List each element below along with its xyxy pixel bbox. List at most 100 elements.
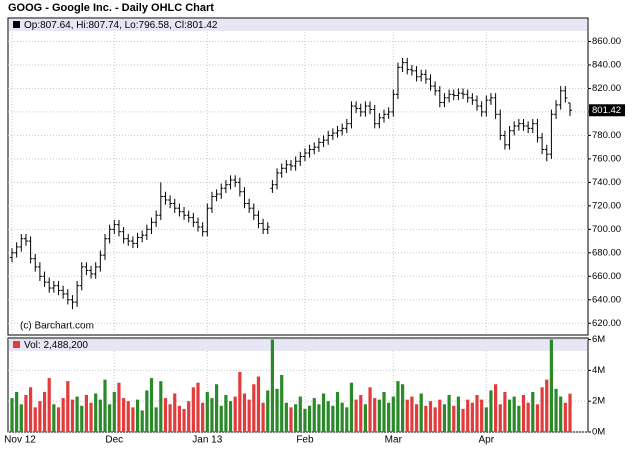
- volume-bar: [466, 399, 470, 432]
- volume-bar: [10, 398, 14, 432]
- volume-bar: [456, 396, 460, 432]
- ohlc-bar: [126, 234, 131, 246]
- volume-bar: [80, 405, 84, 432]
- ohlc-bar: [391, 89, 396, 117]
- ohlc-bar: [340, 123, 345, 136]
- volume-bar: [47, 378, 51, 432]
- ohlc-bar: [321, 135, 326, 148]
- volume-bar: [266, 390, 270, 432]
- ohlc-bar: [65, 289, 70, 305]
- volume-bar: [517, 405, 521, 432]
- volume-bar: [252, 384, 256, 432]
- ohlc-bar: [28, 236, 33, 264]
- volume-bar: [405, 399, 409, 432]
- volume-bar: [191, 387, 195, 432]
- y-tick-label: 660.00: [592, 271, 621, 282]
- volume-bar: [312, 398, 316, 432]
- volume-bar: [303, 408, 307, 432]
- volume-bar: [61, 398, 65, 432]
- ohlc-bar: [103, 234, 107, 260]
- ohlc-bar: [437, 86, 442, 108]
- volume-bar: [98, 399, 102, 432]
- volume-bar: [42, 391, 47, 432]
- volume-bar: [470, 402, 474, 432]
- volume-bar: [494, 384, 498, 432]
- ohlc-bar: [130, 236, 135, 249]
- volume-bar: [549, 339, 553, 432]
- volume-bar: [131, 407, 135, 432]
- ohlc-bar: [433, 81, 438, 96]
- volume-bar: [247, 399, 251, 432]
- ohlc-bar: [79, 262, 84, 291]
- ohlc-bar: [237, 177, 242, 197]
- volume-bar: [387, 402, 391, 432]
- ohlc-bar: [451, 89, 456, 101]
- volume-bar: [298, 396, 302, 432]
- y-tick-label: 740.00: [592, 177, 621, 188]
- volume-bar: [159, 381, 163, 432]
- ohlc-bar: [10, 248, 14, 263]
- volume-bar: [112, 391, 116, 432]
- ohlc-bar: [98, 250, 103, 272]
- ohlc-bar: [112, 219, 117, 235]
- volume-bar: [289, 407, 293, 432]
- volume-bar: [135, 399, 140, 432]
- ohlc-bar: [544, 144, 549, 162]
- volume-bar: [414, 404, 419, 432]
- volume-bar: [331, 405, 335, 432]
- volume-bar: [177, 405, 181, 432]
- volume-bar: [75, 396, 79, 432]
- volume-bar: [117, 382, 121, 432]
- ohlc-bar: [521, 118, 526, 131]
- volume-bar: [475, 395, 479, 432]
- ohlc-bar: [488, 93, 493, 105]
- ohlc-bar: [140, 230, 145, 243]
- ohlc-bar: [14, 242, 19, 258]
- ohlc-bar: [395, 62, 400, 100]
- y-tick-label: 0M: [592, 427, 605, 438]
- ohlc-bar: [242, 187, 247, 209]
- ohlc-bar: [61, 285, 66, 299]
- volume-bar: [438, 399, 442, 432]
- ohlc-bar: [182, 207, 187, 220]
- volume-bar: [321, 393, 326, 432]
- price-panel: [7, 17, 589, 336]
- last-price-label: 801.42: [592, 105, 621, 116]
- volume-bar: [187, 401, 191, 432]
- volume-bar: [512, 396, 516, 432]
- volume-bar: [507, 399, 512, 432]
- ohlc-bar: [368, 101, 373, 115]
- ohlc-bar: [554, 100, 559, 119]
- ohlc-bar: [233, 175, 238, 188]
- y-tick-label: 640.00: [592, 294, 621, 305]
- ohlc-bar: [51, 280, 56, 293]
- ohlc-bar: [456, 88, 461, 101]
- ohlc-bar: [256, 210, 261, 229]
- ohlc-bar: [116, 219, 121, 237]
- y-tick-label: 820.00: [592, 83, 621, 94]
- ohlc-bar: [47, 277, 52, 293]
- volume-bar: [145, 390, 149, 432]
- x-tick-label: Jan 13: [192, 435, 222, 446]
- volume-bar: [84, 395, 88, 432]
- ohlc-bar: [461, 88, 466, 100]
- ohlc-bar: [419, 69, 424, 82]
- volume-bar: [368, 387, 372, 432]
- ohlc-bar: [344, 118, 349, 134]
- ohlc-bar: [247, 198, 252, 213]
- ohlc-bar: [502, 130, 507, 150]
- ohlc-bar: [270, 180, 275, 193]
- ohlc-bar: [275, 168, 280, 190]
- ohlc-bar: [414, 66, 419, 82]
- y-tick-label: 620.00: [592, 318, 621, 329]
- volume-bar: [233, 396, 237, 432]
- volume-bar: [428, 401, 433, 432]
- volume-bar: [126, 401, 130, 432]
- volume-bar: [15, 391, 19, 432]
- ohlc-bar: [279, 163, 284, 178]
- ohlc-bar: [312, 142, 317, 155]
- ohlc-bar: [363, 101, 368, 117]
- ohlc-bar: [484, 95, 489, 117]
- volume-bar: [284, 402, 288, 432]
